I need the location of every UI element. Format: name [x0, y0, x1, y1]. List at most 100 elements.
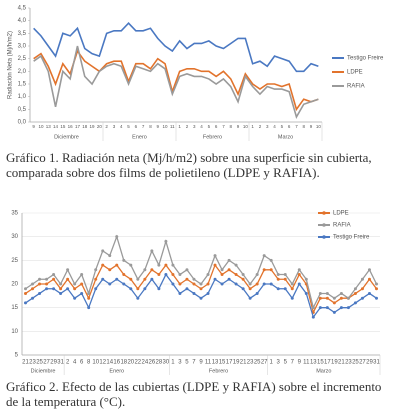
point: [318, 296, 322, 300]
month-label: Marzo: [316, 368, 331, 374]
point: [304, 291, 308, 295]
series-line: [33, 22, 319, 73]
x-tick-label: 23: [29, 360, 36, 366]
month-label: Febrero: [209, 368, 228, 374]
x-tick-label: 3: [277, 360, 281, 366]
point: [262, 268, 266, 272]
x-tick-label: 17: [75, 124, 81, 129]
point: [346, 296, 350, 300]
point: [192, 291, 196, 295]
point: [241, 273, 245, 277]
point: [339, 296, 343, 300]
y-tick-label: 30: [11, 234, 18, 240]
point: [248, 287, 252, 291]
point: [185, 268, 189, 272]
point: [325, 306, 329, 310]
point: [157, 287, 161, 291]
x-tick-label: 5: [284, 360, 288, 366]
legend-label: RAFIA: [347, 84, 365, 90]
point: [122, 273, 126, 277]
y-tick-label: 4,0: [18, 18, 27, 24]
month-label: Febrero: [203, 134, 222, 140]
legend-marker: [322, 223, 326, 227]
legend-label: Testigo Freire: [333, 235, 370, 241]
x-tick-label: 4: [200, 124, 203, 129]
x-tick-label: 21: [338, 360, 345, 366]
point: [262, 282, 266, 286]
x-tick-label: 19: [331, 360, 338, 366]
x-tick-label: 15: [219, 360, 226, 366]
month-label: Marzo: [278, 134, 293, 140]
y-tick-label: 0,5: [18, 107, 27, 113]
point: [115, 263, 119, 267]
point: [248, 296, 252, 300]
point: [227, 258, 231, 262]
x-tick-label: 16: [113, 360, 120, 366]
point: [66, 287, 70, 291]
x-tick-label: 21: [240, 360, 247, 366]
x-tick-label: 29: [366, 360, 373, 366]
point: [353, 287, 357, 291]
point: [276, 273, 280, 277]
point: [297, 268, 301, 272]
point: [136, 296, 140, 300]
y-tick-label: 5: [15, 353, 19, 359]
point: [360, 277, 364, 281]
point: [136, 277, 140, 281]
point: [213, 263, 217, 267]
caption: Gráfico 1. Radiación neta (Mj/h/m2) sobr…: [6, 150, 372, 180]
point: [213, 254, 217, 258]
x-tick-label: 9: [310, 124, 313, 129]
x-tick-label: 24: [141, 360, 148, 366]
x-tick-label: 4: [273, 124, 276, 129]
point: [115, 277, 119, 281]
y-tick-label: 10: [11, 329, 18, 335]
x-tick-label: 6: [80, 360, 84, 366]
x-tick-label: 3: [113, 124, 116, 129]
point: [325, 291, 329, 295]
x-tick-label: 12: [99, 360, 106, 366]
point: [73, 287, 77, 291]
point: [94, 268, 98, 272]
point: [241, 287, 245, 291]
point: [283, 273, 287, 277]
point: [45, 287, 49, 291]
series-line: [33, 45, 319, 119]
point: [374, 287, 378, 291]
point: [45, 282, 49, 286]
y-tick-label: 3,0: [18, 44, 27, 50]
x-tick-label: 5: [127, 124, 130, 129]
point: [325, 296, 329, 300]
point: [59, 282, 63, 286]
point: [31, 287, 35, 291]
x-tick-label: 6: [215, 124, 218, 129]
x-tick-label: 25: [352, 360, 359, 366]
x-tick-label: 7: [222, 124, 225, 129]
x-tick-label: 3: [178, 360, 182, 366]
x-tick-label: 31: [57, 360, 64, 366]
point: [38, 277, 42, 281]
x-tick-label: 14: [106, 360, 113, 366]
x-tick-label: 23: [247, 360, 254, 366]
x-tick-label: 27: [359, 360, 366, 366]
point: [290, 296, 294, 300]
point: [374, 282, 378, 286]
x-tick-label: 7: [142, 124, 145, 129]
point: [360, 296, 364, 300]
y-tick-label: 2,5: [18, 56, 27, 62]
x-tick-label: 17: [226, 360, 233, 366]
y-tick-label: 25: [11, 258, 18, 264]
point: [164, 263, 168, 267]
point: [87, 306, 91, 310]
x-tick-label: 3: [266, 124, 269, 129]
point: [122, 258, 126, 262]
point: [318, 306, 322, 310]
x-tick-label: 10: [316, 124, 322, 129]
point: [143, 287, 147, 291]
point: [38, 282, 42, 286]
point: [24, 301, 28, 305]
x-tick-label: 1: [251, 124, 254, 129]
x-tick-label: 19: [233, 360, 240, 366]
point: [31, 282, 35, 286]
x-tick-label: 5: [185, 360, 189, 366]
